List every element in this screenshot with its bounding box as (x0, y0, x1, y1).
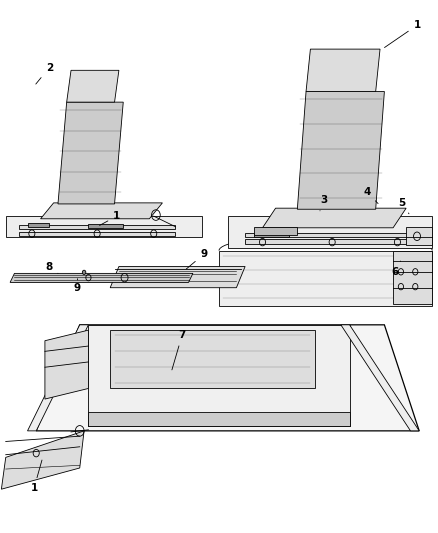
Polygon shape (110, 266, 245, 288)
Polygon shape (245, 233, 424, 237)
Polygon shape (19, 231, 176, 236)
Polygon shape (10, 273, 193, 282)
Text: 6: 6 (392, 261, 401, 277)
Text: 5: 5 (398, 198, 409, 214)
Polygon shape (88, 325, 350, 425)
Polygon shape (28, 325, 88, 431)
Polygon shape (341, 325, 419, 431)
Polygon shape (41, 203, 162, 219)
Polygon shape (110, 330, 315, 389)
Text: 4: 4 (363, 187, 378, 204)
Polygon shape (306, 49, 380, 92)
Polygon shape (1, 431, 84, 489)
Circle shape (82, 270, 86, 274)
Text: 3: 3 (320, 195, 327, 211)
Polygon shape (88, 413, 350, 425)
Polygon shape (297, 92, 385, 209)
Polygon shape (67, 70, 119, 102)
Text: 1: 1 (99, 211, 120, 225)
Polygon shape (28, 223, 49, 227)
Text: 9: 9 (74, 279, 81, 293)
Polygon shape (406, 227, 432, 245)
Text: 8: 8 (46, 262, 58, 273)
Polygon shape (262, 208, 406, 228)
Text: 7: 7 (172, 330, 186, 370)
Polygon shape (6, 216, 201, 237)
Polygon shape (219, 251, 432, 306)
Polygon shape (19, 225, 176, 229)
Text: 1: 1 (385, 20, 420, 47)
Text: 2: 2 (36, 63, 53, 84)
Polygon shape (245, 239, 424, 244)
Polygon shape (254, 227, 297, 235)
Polygon shape (58, 102, 123, 204)
Polygon shape (254, 232, 289, 237)
Polygon shape (36, 325, 419, 431)
Text: 9: 9 (186, 249, 207, 269)
Polygon shape (88, 224, 123, 228)
Polygon shape (45, 330, 88, 399)
Polygon shape (228, 216, 432, 248)
Text: 1: 1 (30, 460, 42, 493)
Polygon shape (393, 251, 432, 304)
